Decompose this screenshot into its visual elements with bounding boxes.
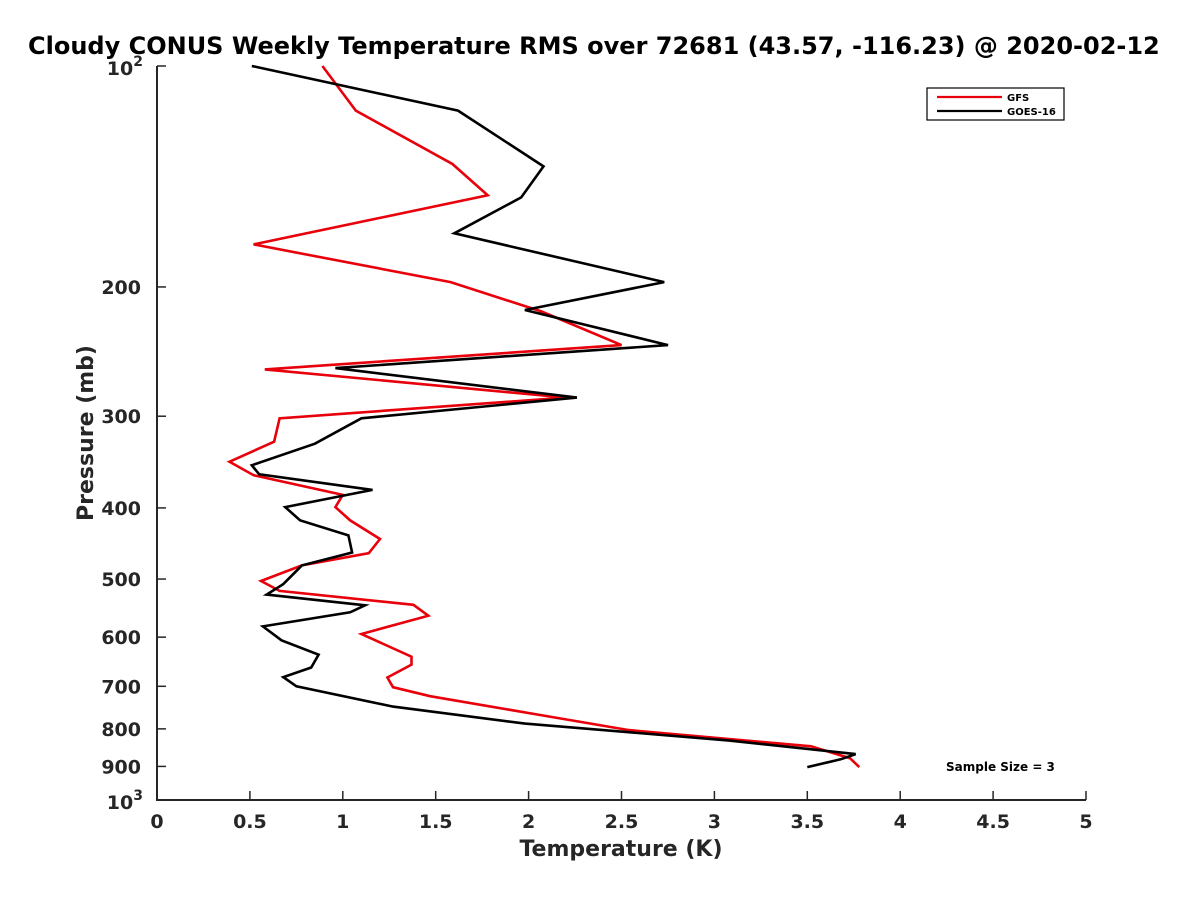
x-tick-label: 2 — [522, 811, 535, 833]
y-tick-label: 700 — [101, 676, 141, 698]
y-axis-label: Pressure (mb) — [74, 345, 99, 521]
x-tick-label: 1 — [336, 811, 349, 833]
y-tick-label-exponent: 2 — [133, 54, 143, 70]
y-tick-label: 900 — [101, 756, 141, 778]
y-tick-label-base: 10 — [107, 792, 133, 814]
y-tick-label: 400 — [101, 498, 141, 520]
x-tick-label: 0 — [150, 811, 163, 833]
y-tick-label-exponent: 3 — [133, 788, 143, 804]
y-tick-label-base: 10 — [107, 58, 133, 80]
x-tick-label: 2.5 — [605, 811, 639, 833]
legend-label-goes-16: GOES-16 — [1007, 107, 1056, 118]
y-tick-label: 200 — [101, 277, 141, 299]
x-tick-label: 3 — [708, 811, 721, 833]
series-line-gfs — [226, 65, 861, 769]
sample-size-annotation: Sample Size = 3 — [946, 760, 1055, 774]
series-line-goes-16 — [249, 64, 857, 769]
x-tick-label: 4.5 — [976, 811, 1010, 833]
x-tick-label: 3.5 — [790, 811, 824, 833]
x-axis-label: Temperature (K) — [519, 837, 722, 862]
x-tick-label: 0.5 — [233, 811, 267, 833]
y-tick-label: 600 — [101, 627, 141, 649]
y-tick-label: 800 — [101, 719, 141, 741]
y-tick-label: 103 — [107, 788, 143, 814]
series-layer — [226, 64, 861, 769]
x-tick-label: 1.5 — [419, 811, 453, 833]
y-tick-label: 500 — [101, 569, 141, 591]
chart-title: Cloudy CONUS Weekly Temperature RMS over… — [28, 32, 1160, 60]
x-tick-label: 4 — [894, 811, 907, 833]
plot-area: 0 0.5 1 1.5 2 2.5 3 3.5 4 4.5 5 102200300400500600… — [101, 54, 1092, 833]
y-tick-label: 300 — [101, 406, 141, 428]
legend: GFS GOES-16 — [926, 87, 1065, 121]
y-tick-label: 102 — [107, 54, 143, 80]
legend-label-gfs: GFS — [1007, 93, 1029, 104]
x-tick-label: 5 — [1079, 811, 1092, 833]
x-axis-ticks: 0 0.5 1 1.5 2 2.5 3 3.5 4 4.5 5 — [150, 791, 1093, 833]
legend-box — [926, 87, 1065, 121]
